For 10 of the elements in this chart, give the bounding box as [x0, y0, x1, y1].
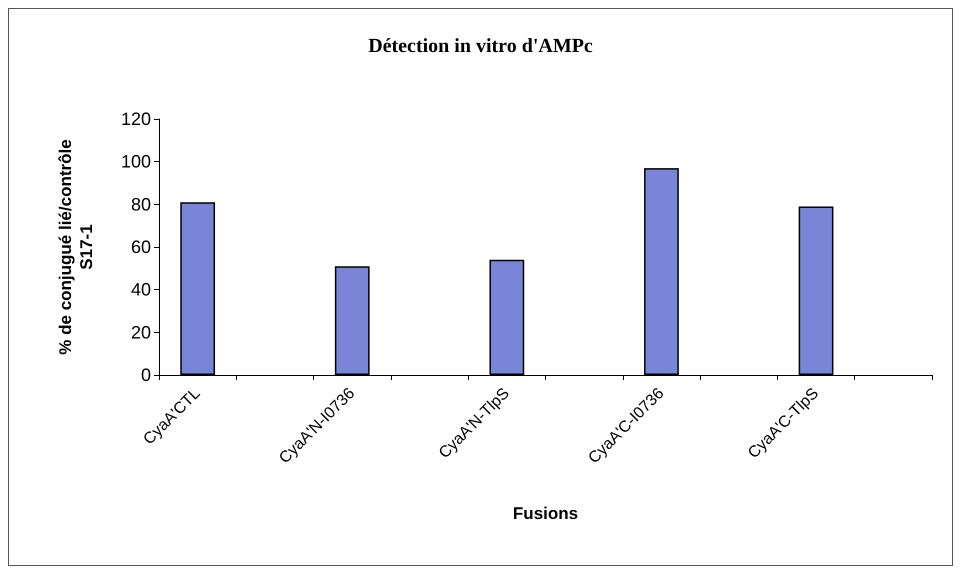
y-tick-label: 80 [130, 194, 151, 214]
y-tick-label: 40 [130, 280, 151, 300]
y-tick-label: 20 [130, 322, 151, 342]
y-tick-label: 100 [120, 152, 151, 172]
y-axis-title: % de conjugué lié/contrôle S17-1 [56, 139, 96, 355]
y-tick-label: 60 [130, 237, 151, 257]
x-axis-title: Fusions [512, 504, 578, 523]
y-tick-label: 0 [140, 365, 151, 385]
chart-title: Détection in vitro d'AMPc [368, 35, 593, 57]
y-tick-label: 120 [120, 109, 151, 129]
